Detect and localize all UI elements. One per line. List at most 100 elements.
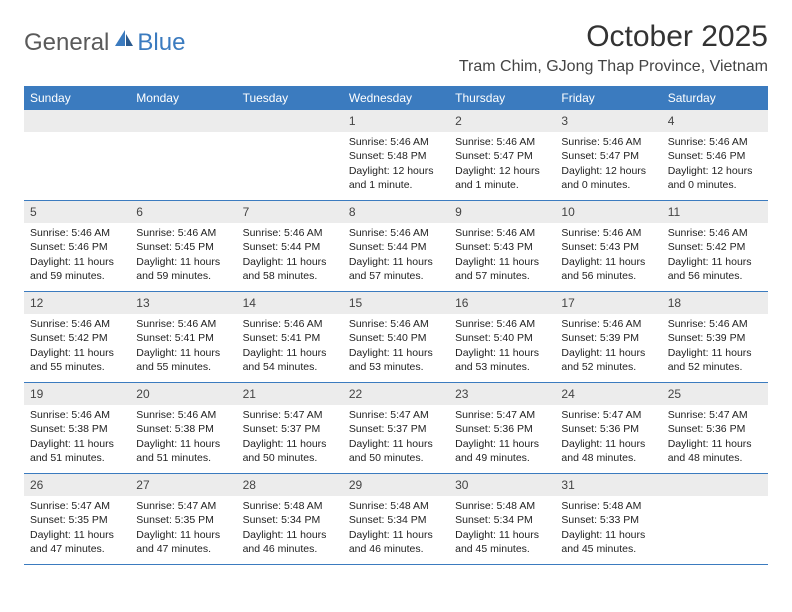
- sunset-text: Sunset: 5:37 PM: [243, 422, 337, 436]
- sunset-text: Sunset: 5:34 PM: [243, 513, 337, 527]
- day-number: 17: [555, 292, 661, 314]
- day-body: Sunrise: 5:47 AMSunset: 5:36 PMDaylight:…: [662, 405, 768, 471]
- sunrise-text: Sunrise: 5:48 AM: [455, 499, 549, 513]
- sail-icon: [113, 28, 135, 53]
- day-number: 3: [555, 110, 661, 132]
- day-number: 19: [24, 383, 130, 405]
- daylight-text: Daylight: 11 hours and 53 minutes.: [349, 346, 443, 374]
- day-cell: 24Sunrise: 5:47 AMSunset: 5:36 PMDayligh…: [555, 383, 661, 473]
- day-body: Sunrise: 5:48 AMSunset: 5:34 PMDaylight:…: [237, 496, 343, 562]
- day-cell: 31Sunrise: 5:48 AMSunset: 5:33 PMDayligh…: [555, 474, 661, 564]
- day-number: 25: [662, 383, 768, 405]
- day-cell: 8Sunrise: 5:46 AMSunset: 5:44 PMDaylight…: [343, 201, 449, 291]
- day-number: 13: [130, 292, 236, 314]
- day-cell: 7Sunrise: 5:46 AMSunset: 5:44 PMDaylight…: [237, 201, 343, 291]
- sunrise-text: Sunrise: 5:46 AM: [349, 226, 443, 240]
- day-cell: [24, 110, 130, 200]
- day-number: 22: [343, 383, 449, 405]
- weekday-header: Monday: [130, 86, 236, 110]
- day-cell: 11Sunrise: 5:46 AMSunset: 5:42 PMDayligh…: [662, 201, 768, 291]
- title-block: October 2025 Tram Chim, GJong Thap Provi…: [459, 20, 768, 76]
- sunrise-text: Sunrise: 5:47 AM: [349, 408, 443, 422]
- calendar: SundayMondayTuesdayWednesdayThursdayFrid…: [24, 86, 768, 565]
- day-cell: 2Sunrise: 5:46 AMSunset: 5:47 PMDaylight…: [449, 110, 555, 200]
- day-body: Sunrise: 5:46 AMSunset: 5:40 PMDaylight:…: [449, 314, 555, 380]
- sunrise-text: Sunrise: 5:47 AM: [136, 499, 230, 513]
- day-cell: [130, 110, 236, 200]
- day-body: Sunrise: 5:46 AMSunset: 5:44 PMDaylight:…: [343, 223, 449, 289]
- daylight-text: Daylight: 11 hours and 51 minutes.: [30, 437, 124, 465]
- daylight-text: Daylight: 11 hours and 50 minutes.: [243, 437, 337, 465]
- daylight-text: Daylight: 11 hours and 47 minutes.: [136, 528, 230, 556]
- page-title: October 2025: [459, 20, 768, 54]
- day-body: Sunrise: 5:46 AMSunset: 5:38 PMDaylight:…: [130, 405, 236, 471]
- sunrise-text: Sunrise: 5:48 AM: [349, 499, 443, 513]
- day-body: Sunrise: 5:46 AMSunset: 5:42 PMDaylight:…: [24, 314, 130, 380]
- day-number: 11: [662, 201, 768, 223]
- day-cell: 6Sunrise: 5:46 AMSunset: 5:45 PMDaylight…: [130, 201, 236, 291]
- sunset-text: Sunset: 5:35 PM: [30, 513, 124, 527]
- sunset-text: Sunset: 5:37 PM: [349, 422, 443, 436]
- daylight-text: Daylight: 11 hours and 57 minutes.: [455, 255, 549, 283]
- sunrise-text: Sunrise: 5:46 AM: [136, 317, 230, 331]
- day-number: 30: [449, 474, 555, 496]
- sunrise-text: Sunrise: 5:46 AM: [561, 226, 655, 240]
- day-body: Sunrise: 5:46 AMSunset: 5:44 PMDaylight:…: [237, 223, 343, 289]
- sunset-text: Sunset: 5:43 PM: [561, 240, 655, 254]
- day-cell: 12Sunrise: 5:46 AMSunset: 5:42 PMDayligh…: [24, 292, 130, 382]
- day-body: Sunrise: 5:46 AMSunset: 5:40 PMDaylight:…: [343, 314, 449, 380]
- day-body: Sunrise: 5:46 AMSunset: 5:48 PMDaylight:…: [343, 132, 449, 198]
- day-number: 15: [343, 292, 449, 314]
- day-number: 2: [449, 110, 555, 132]
- day-body: Sunrise: 5:46 AMSunset: 5:39 PMDaylight:…: [555, 314, 661, 380]
- sunrise-text: Sunrise: 5:47 AM: [668, 408, 762, 422]
- brand-part1: General: [24, 29, 109, 57]
- day-cell: 19Sunrise: 5:46 AMSunset: 5:38 PMDayligh…: [24, 383, 130, 473]
- day-body: Sunrise: 5:48 AMSunset: 5:33 PMDaylight:…: [555, 496, 661, 562]
- day-number: 26: [24, 474, 130, 496]
- daylight-text: Daylight: 11 hours and 45 minutes.: [455, 528, 549, 556]
- day-number: [237, 110, 343, 132]
- sunrise-text: Sunrise: 5:46 AM: [243, 317, 337, 331]
- day-number: 1: [343, 110, 449, 132]
- weekday-header: Friday: [555, 86, 661, 110]
- brand-part2: Blue: [137, 29, 185, 57]
- daylight-text: Daylight: 12 hours and 0 minutes.: [668, 164, 762, 192]
- day-cell: 26Sunrise: 5:47 AMSunset: 5:35 PMDayligh…: [24, 474, 130, 564]
- sunrise-text: Sunrise: 5:46 AM: [136, 226, 230, 240]
- week-row: 19Sunrise: 5:46 AMSunset: 5:38 PMDayligh…: [24, 383, 768, 474]
- sunrise-text: Sunrise: 5:48 AM: [243, 499, 337, 513]
- day-cell: 9Sunrise: 5:46 AMSunset: 5:43 PMDaylight…: [449, 201, 555, 291]
- sunrise-text: Sunrise: 5:46 AM: [30, 408, 124, 422]
- sunset-text: Sunset: 5:44 PM: [243, 240, 337, 254]
- day-number: 18: [662, 292, 768, 314]
- daylight-text: Daylight: 11 hours and 49 minutes.: [455, 437, 549, 465]
- daylight-text: Daylight: 11 hours and 47 minutes.: [30, 528, 124, 556]
- day-body: Sunrise: 5:46 AMSunset: 5:41 PMDaylight:…: [237, 314, 343, 380]
- day-number: 23: [449, 383, 555, 405]
- day-cell: 16Sunrise: 5:46 AMSunset: 5:40 PMDayligh…: [449, 292, 555, 382]
- daylight-text: Daylight: 11 hours and 57 minutes.: [349, 255, 443, 283]
- sunset-text: Sunset: 5:39 PM: [561, 331, 655, 345]
- day-body: Sunrise: 5:47 AMSunset: 5:37 PMDaylight:…: [237, 405, 343, 471]
- day-cell: 1Sunrise: 5:46 AMSunset: 5:48 PMDaylight…: [343, 110, 449, 200]
- week-row: 5Sunrise: 5:46 AMSunset: 5:46 PMDaylight…: [24, 201, 768, 292]
- day-cell: 27Sunrise: 5:47 AMSunset: 5:35 PMDayligh…: [130, 474, 236, 564]
- sunrise-text: Sunrise: 5:48 AM: [561, 499, 655, 513]
- weekday-header: Saturday: [662, 86, 768, 110]
- daylight-text: Daylight: 11 hours and 46 minutes.: [349, 528, 443, 556]
- day-body: Sunrise: 5:46 AMSunset: 5:43 PMDaylight:…: [555, 223, 661, 289]
- day-number: 28: [237, 474, 343, 496]
- sunset-text: Sunset: 5:47 PM: [561, 149, 655, 163]
- day-number: 5: [24, 201, 130, 223]
- day-number: [130, 110, 236, 132]
- daylight-text: Daylight: 11 hours and 59 minutes.: [136, 255, 230, 283]
- daylight-text: Daylight: 11 hours and 52 minutes.: [668, 346, 762, 374]
- sunrise-text: Sunrise: 5:46 AM: [668, 135, 762, 149]
- day-number: 14: [237, 292, 343, 314]
- day-cell: 17Sunrise: 5:46 AMSunset: 5:39 PMDayligh…: [555, 292, 661, 382]
- calendar-body: 1Sunrise: 5:46 AMSunset: 5:48 PMDaylight…: [24, 110, 768, 565]
- sunrise-text: Sunrise: 5:46 AM: [30, 226, 124, 240]
- day-body: Sunrise: 5:46 AMSunset: 5:47 PMDaylight:…: [555, 132, 661, 198]
- sunrise-text: Sunrise: 5:46 AM: [243, 226, 337, 240]
